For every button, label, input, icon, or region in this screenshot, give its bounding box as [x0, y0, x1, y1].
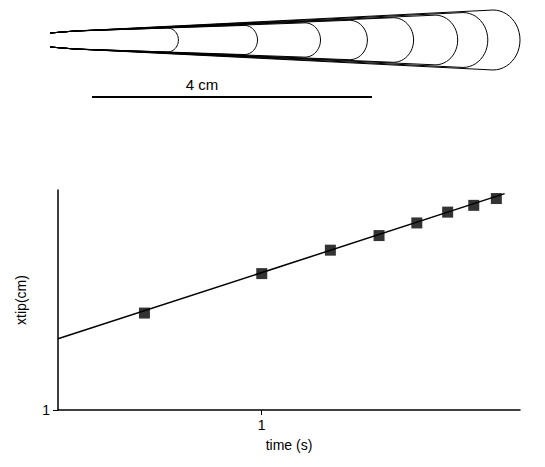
- svg-text:4 cm: 4 cm: [186, 76, 219, 93]
- svg-text:1: 1: [42, 402, 50, 418]
- svg-text:time (s): time (s): [266, 437, 313, 453]
- svg-text:1: 1: [258, 417, 266, 433]
- svg-text:xtip(cm): xtip(cm): [13, 275, 29, 325]
